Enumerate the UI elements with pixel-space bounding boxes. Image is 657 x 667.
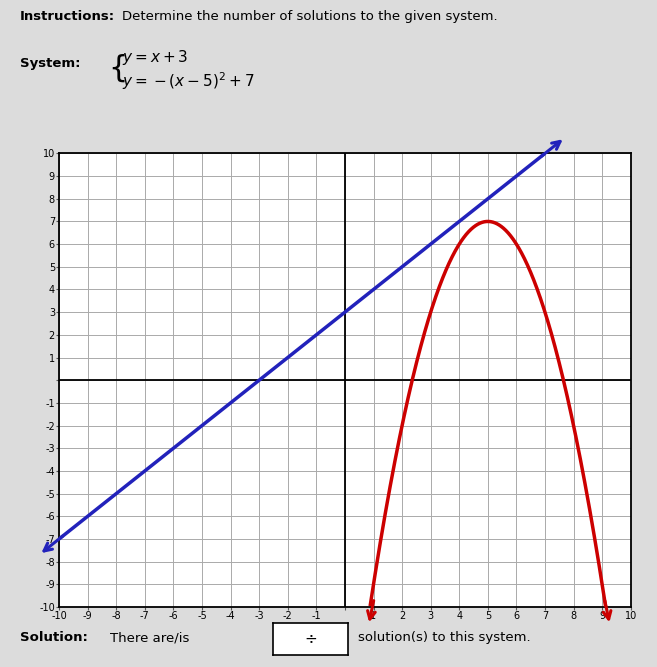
Text: There are/is: There are/is <box>110 631 190 644</box>
Text: $\{$: $\{$ <box>108 52 126 83</box>
Text: Solution:: Solution: <box>20 631 87 644</box>
Text: Determine the number of solutions to the given system.: Determine the number of solutions to the… <box>122 10 497 23</box>
Text: System:: System: <box>20 57 80 69</box>
Text: ÷: ÷ <box>304 632 317 646</box>
Text: solution(s) to this system.: solution(s) to this system. <box>358 631 531 644</box>
Text: Instructions:: Instructions: <box>20 10 115 23</box>
Text: $y = x + 3$: $y = x + 3$ <box>122 48 188 67</box>
Text: $y = -(x-5)^2 + 7$: $y = -(x-5)^2 + 7$ <box>122 70 254 92</box>
